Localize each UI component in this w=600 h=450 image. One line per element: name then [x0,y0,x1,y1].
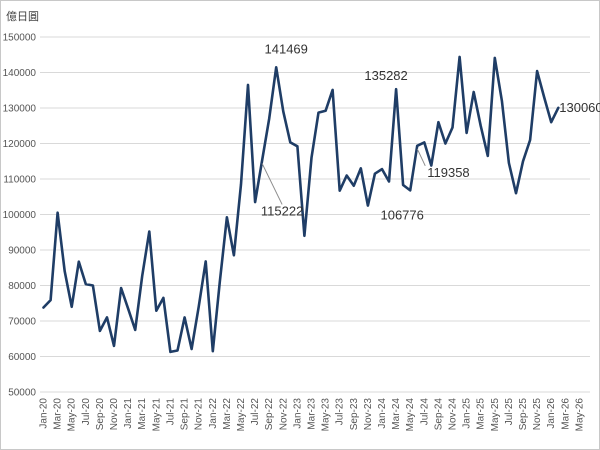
series-layer [42,55,560,354]
x-tick-label: May-21 [151,398,162,432]
x-tick-label: Jul-21 [165,398,176,426]
x-tick-label: Jan-21 [123,398,134,429]
y-tick-label: 100000 [3,210,37,221]
x-tick-label: Nov-24 [448,398,459,431]
x-tick-label: May-26 [574,398,585,432]
x-tick-label: Mar-22 [222,398,233,430]
x-tick-label: Sep-23 [349,398,360,431]
x-tick-label: Mar-26 [560,398,571,430]
y-tick-label: 130000 [3,104,37,115]
x-tick-label: Jan-26 [546,398,557,429]
x-axis-ticks: Jan-20 Mar-20 May-20 Jul-20 Sep-20 Nov-20 Jan-… [39,398,586,432]
data-annotations: 141469 115222 135282 106776 119358 130060 [261,41,600,222]
data-label: 106776 [380,207,423,222]
x-tick-label: May-25 [490,398,501,432]
x-tick-label: Jul-23 [335,398,346,426]
data-label: 115222 [261,203,303,218]
y-tick-label: 80000 [8,281,36,292]
x-tick-label: Sep-22 [264,398,275,431]
x-tick-label: Jul-24 [419,398,430,426]
x-tick-label: Mar-20 [53,398,64,430]
x-tick-label: Jan-20 [39,398,50,429]
y-tick-label: 110000 [3,175,36,186]
data-label: 130060 [559,100,600,115]
x-tick-label: Nov-25 [532,398,543,431]
x-tick-label: Mar-23 [306,398,317,430]
y-tick-label: 50000 [8,388,36,399]
y-tick-label: 60000 [8,352,36,363]
x-tick-label: Jul-25 [504,398,515,426]
data-label: 135282 [364,68,407,83]
x-tick-label: May-23 [321,398,332,432]
x-tick-label: Nov-23 [363,398,374,431]
gridlines [40,36,590,393]
x-tick-label: Sep-25 [518,398,529,431]
x-tick-label: Mar-25 [476,398,487,430]
x-tick-label: Jan-25 [462,398,473,429]
x-tick-label: Jul-22 [250,398,261,426]
x-tick-label: May-22 [236,398,247,432]
x-tick-label: Jan-22 [208,398,219,429]
annotation-leader [416,148,426,166]
x-tick-label: Nov-22 [278,398,289,431]
x-tick-label: May-24 [405,398,416,432]
x-tick-label: Nov-20 [109,398,120,431]
y-tick-label: 150000 [3,33,37,44]
y-tick-label: 90000 [8,246,36,257]
x-tick-label: May-20 [67,398,78,432]
x-tick-label: Sep-20 [95,398,106,431]
x-tick-label: Jul-20 [81,398,92,426]
y-axis-ticks: 50000 60000 70000 80000 90000 100000 110000 120… [3,33,37,399]
x-tick-label: Sep-21 [180,398,191,431]
x-tick-label: Sep-24 [433,398,444,431]
y-tick-label: 140000 [3,68,37,79]
x-tick-label: Mar-24 [391,398,402,430]
x-tick-label: Jan-24 [377,398,388,429]
annotation-leader [261,163,283,205]
data-label: 141469 [265,41,308,56]
y-unit-label: 億日圓 [6,10,39,23]
x-tick-label: Nov-21 [194,398,205,431]
x-tick-label: Jan-23 [292,398,303,429]
series-line [42,55,560,354]
data-label: 119358 [427,165,469,180]
y-tick-label: 70000 [8,317,36,328]
y-tick-label: 120000 [3,139,37,150]
x-tick-label: Mar-21 [137,398,148,430]
